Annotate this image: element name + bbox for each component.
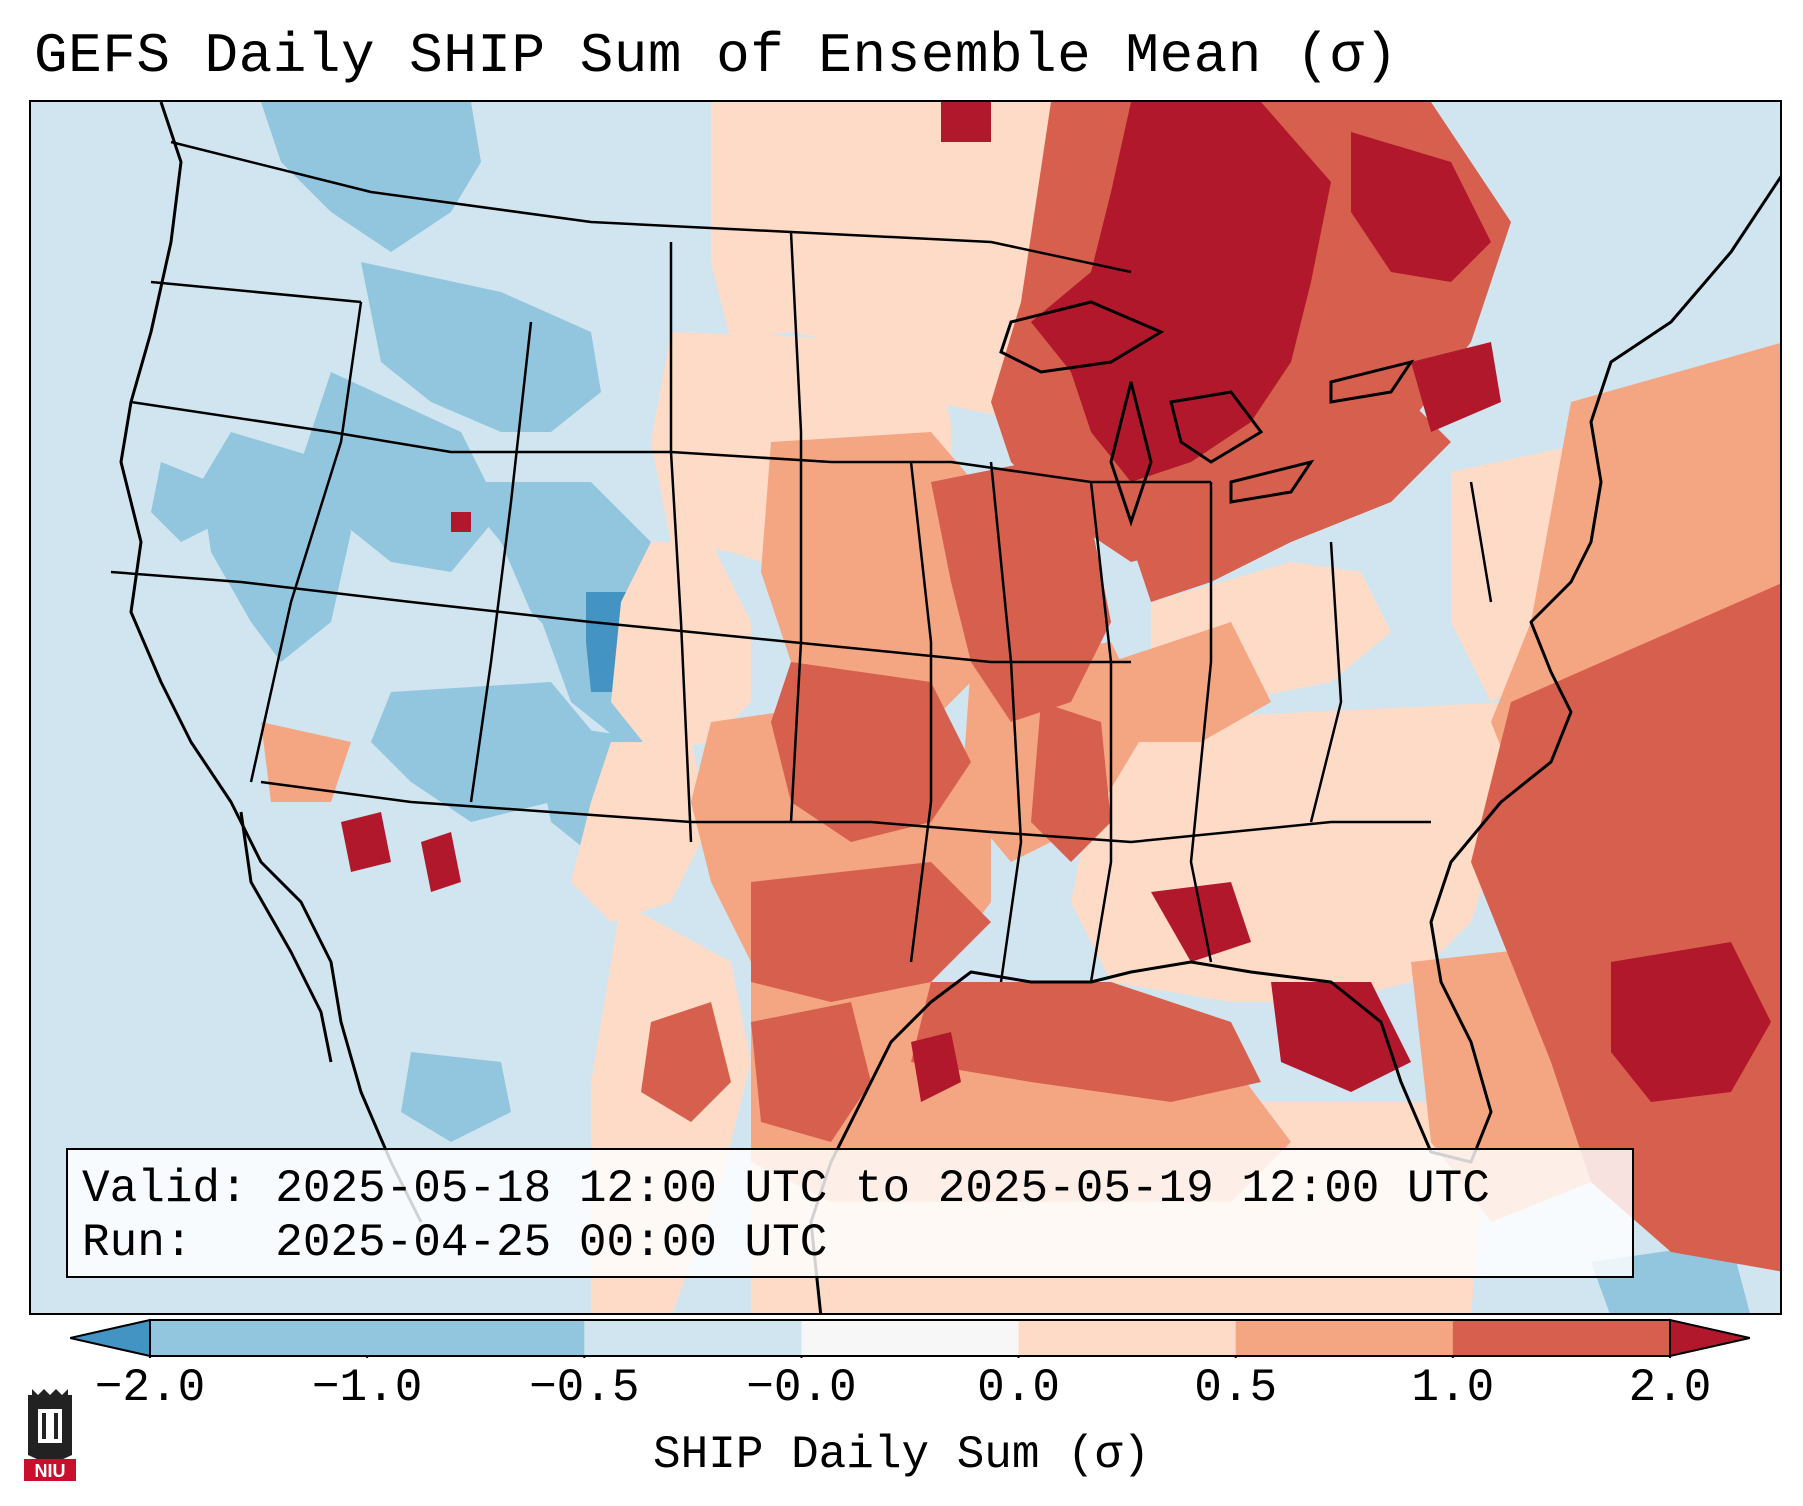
colorbar-tick-label: −0.5: [529, 1362, 640, 1414]
political-boundaries: [110, 140, 1493, 983]
colorbar-tick-label: −1.0: [311, 1362, 423, 1414]
colorbar-bin: [367, 1320, 585, 1356]
page-title: GEFS Daily SHIP Sum of Ensemble Mean (σ): [34, 24, 1399, 88]
valid-time-line: Valid: 2025-05-18 12:00 UTC to 2025-05-1…: [82, 1163, 1490, 1215]
colorbar-under-arrow: [70, 1318, 151, 1358]
colorbar-bin: [1235, 1320, 1454, 1356]
great-lakes: [999, 300, 1415, 527]
colorbar: [70, 1318, 1750, 1358]
colorbar-label: SHIP Daily Sum (σ): [653, 1429, 1150, 1481]
info-box: Valid: 2025-05-18 12:00 UTC to 2025-05-1…: [66, 1148, 1634, 1278]
colorbar-bin: [150, 1320, 368, 1356]
map-panel: [29, 100, 1782, 1315]
colorbar-tick-label: −0.0: [746, 1362, 857, 1414]
colorbar-bin: [584, 1320, 802, 1356]
colorbar-tick-label: 1.0: [1411, 1362, 1495, 1414]
colorbar-tick-label: 0.0: [977, 1362, 1060, 1414]
colorbar-over-arrow: [1669, 1318, 1750, 1358]
colorbar-bin: [1452, 1320, 1671, 1356]
niu-logo: NIU: [24, 1389, 76, 1481]
logo-text: NIU: [35, 1461, 66, 1481]
colorbar-tick-label: −2.0: [94, 1362, 206, 1414]
colorbar-bin: [801, 1320, 1020, 1356]
coastlines: [119, 102, 1780, 1313]
extreme-positive-cores: [341, 102, 1771, 1102]
colorbar-tick-label: 0.5: [1194, 1362, 1278, 1414]
colorbar-tick-label: 2.0: [1628, 1362, 1712, 1414]
colorbar-bin: [1018, 1320, 1237, 1356]
anomaly-map: [31, 102, 1780, 1313]
run-time-line: Run: 2025-04-25 00:00 UTC: [82, 1217, 828, 1269]
colorbar-outline: [149, 1319, 1671, 1357]
